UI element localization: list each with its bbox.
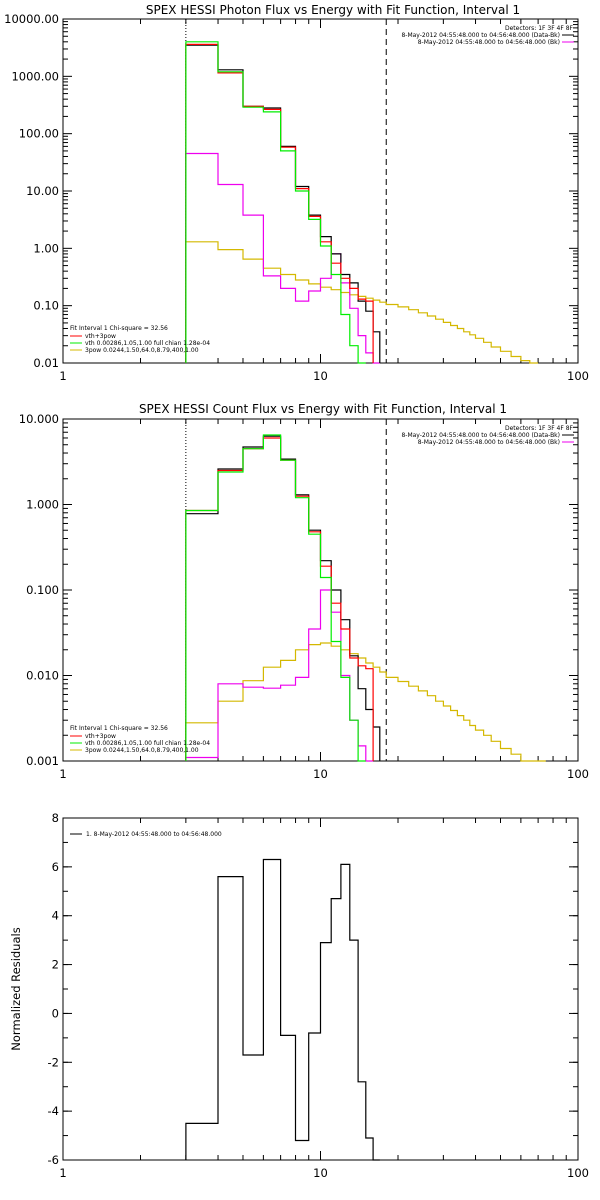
- series-green: [185, 434, 366, 762]
- residuals-marks: [185, 858, 380, 1161]
- info-bk: 8-May-2012 04:55:48.000 to 04:56:48.000 …: [418, 439, 560, 446]
- photon-flux-info-bottom: Fit Interval 1 Chi-square = 32.56 vth+3p…: [70, 325, 210, 354]
- x-tick-label: 100: [567, 369, 589, 383]
- y-tick-label: 10.000: [19, 412, 59, 426]
- y-tick-label: 0.010: [26, 669, 59, 683]
- x-tick-label: 10: [313, 369, 328, 383]
- info-model: vth+3pow: [85, 333, 116, 340]
- series-black: [185, 44, 381, 363]
- x-tick-label: 1: [59, 767, 66, 781]
- info-fit-interval: Fit Interval 1 Chi-square = 32.56: [70, 325, 168, 332]
- info-detectors: Detectors: 1F 3F 4F 8F: [505, 25, 574, 32]
- y-tick-label: 0: [52, 1006, 59, 1020]
- y-tick-label: 1.00: [33, 241, 59, 255]
- y-tick-label: 0.01: [33, 356, 59, 370]
- y-tick-label: -6: [48, 1153, 59, 1167]
- info-data-bk: 8-May-2012 04:55:48.000 to 04:56:48.000 …: [401, 32, 560, 39]
- info-bk: 8-May-2012 04:55:48.000 to 04:56:48.000 …: [418, 39, 560, 46]
- residuals-y-axis-label: Normalized Residuals: [9, 927, 23, 1050]
- residuals-axes: 1 10 100 8 6 4 2 0 -2 -4 -6: [48, 811, 589, 1180]
- x-tick-label: 1: [59, 369, 66, 383]
- y-tick-label: 10.00: [26, 184, 59, 198]
- y-tick-label: 0.100: [26, 583, 59, 597]
- series-black: [185, 858, 380, 1161]
- y-tick-label: -4: [48, 1104, 59, 1118]
- y-tick-label: 4: [52, 909, 59, 923]
- photon-flux-title: SPEX HESSI Photon Flux vs Energy with Fi…: [146, 3, 520, 17]
- series-red: [185, 437, 374, 761]
- x-tick-label: 10: [313, 767, 328, 781]
- residuals-panel: 1 10 100 8 6 4 2 0 -2 -4 -6 Normalized Residuals 1…: [9, 811, 589, 1180]
- info-vth: vth 0.00286,1.05,1.00 full chian 1.28e-0…: [85, 340, 210, 347]
- info-data-bk: 8-May-2012 04:55:48.000 to 04:56:48.000 …: [401, 432, 560, 439]
- y-tick-label: 1000.00: [11, 69, 59, 83]
- series-green: [185, 41, 366, 364]
- x-tick-label: 100: [567, 1166, 589, 1180]
- info-3pow: 3pow 0.0244,1.50,64.0,8.79,400,1.00: [85, 347, 199, 354]
- info-vth: vth 0.00286,1.05,1.00 full chian 1.28e-0…: [85, 740, 210, 747]
- series-yellow: [185, 241, 539, 364]
- count-flux-panel: SPEX HESSI Count Flux vs Energy with Fit…: [19, 402, 589, 781]
- count-flux-info-top: Detectors: 1F 3F 4F 8F 8-May-2012 04:55:…: [401, 425, 574, 446]
- series-yellow: [185, 642, 546, 762]
- y-tick-label: 8: [52, 811, 59, 825]
- y-tick-label: 6: [52, 860, 59, 874]
- y-tick-label: 0.10: [33, 299, 59, 313]
- photon-flux-marks: [185, 19, 539, 364]
- series-magenta: [185, 589, 374, 762]
- y-tick-label: 10000.00: [4, 12, 59, 26]
- info-3pow: 3pow 0.0244,1.50,64.0,8.79,400,1.00: [85, 747, 199, 754]
- series-magenta: [185, 152, 380, 364]
- y-tick-label: -2: [48, 1055, 59, 1069]
- count-flux-info-bottom: Fit Interval 1 Chi-square = 32.56 vth+3p…: [70, 725, 210, 754]
- info-model: vth+3pow: [85, 733, 116, 740]
- series-black: [185, 435, 381, 761]
- photon-flux-axes: 1 10 100 10000.00 1000.00 100.00 10.00 1.00 0.10…: [4, 12, 589, 383]
- y-tick-label: 0.001: [26, 754, 59, 768]
- residuals-legend: 1. 8-May-2012 04:55:48.000 to 04:56:48.0…: [86, 831, 222, 838]
- x-tick-label: 10: [313, 1166, 328, 1180]
- x-tick-label: 100: [567, 767, 589, 781]
- photon-flux-panel: SPEX HESSI Photon Flux vs Energy with Fi…: [4, 3, 589, 383]
- y-tick-label: 100.00: [19, 127, 59, 141]
- series-red: [185, 43, 374, 363]
- y-tick-label: 2: [52, 958, 59, 972]
- count-flux-title: SPEX HESSI Count Flux vs Energy with Fit…: [139, 402, 507, 416]
- info-fit-interval: Fit Interval 1 Chi-square = 32.56: [70, 725, 168, 732]
- x-tick-label: 1: [59, 1166, 66, 1180]
- count-flux-marks: [185, 419, 546, 762]
- photon-flux-frame: [62, 18, 579, 364]
- photon-flux-info-top: Detectors: 1F 3F 4F 8F 8-May-2012 04:55:…: [401, 25, 574, 46]
- y-tick-label: 1.000: [26, 498, 59, 512]
- info-detectors: Detectors: 1F 3F 4F 8F: [505, 425, 574, 432]
